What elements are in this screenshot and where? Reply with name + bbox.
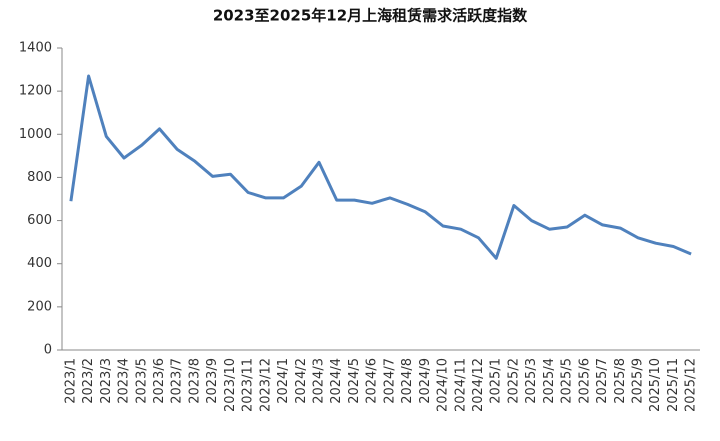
x-tick-label: 2023/1 <box>63 358 78 404</box>
y-tick-label: 800 <box>27 170 52 185</box>
y-tick-label: 0 <box>44 343 52 358</box>
x-tick-label: 2024/11 <box>453 358 468 412</box>
x-tick-label: 2025/10 <box>648 358 663 412</box>
y-tick-label: 1000 <box>19 127 52 142</box>
x-tick-label: 2024/2 <box>294 358 309 404</box>
y-tick-label: 200 <box>27 299 52 314</box>
x-tick-label: 2023/5 <box>134 358 149 404</box>
x-tick-label: 2023/10 <box>223 358 238 412</box>
x-tick-label: 2023/4 <box>117 358 132 404</box>
x-tick-label: 2023/6 <box>152 358 167 404</box>
line-series <box>69 74 692 260</box>
x-tick-label: 2023/2 <box>81 358 96 404</box>
y-tick-label: 600 <box>27 213 52 228</box>
chart-title: 2023至2025年12月上海租赁需求活跃度指数 <box>213 7 528 25</box>
x-tick-label: 2023/8 <box>187 358 202 404</box>
x-tick-label: 2024/7 <box>382 358 397 404</box>
x-tick-label: 2025/11 <box>666 358 681 412</box>
y-tick-label: 1200 <box>19 84 52 99</box>
x-tick-label: 2025/12 <box>684 358 699 412</box>
x-tick-label: 2023/11 <box>241 358 256 412</box>
x-tick-label: 2023/7 <box>170 358 185 404</box>
x-tick-label: 2024/5 <box>347 358 362 404</box>
x-tick-label: 2024/8 <box>400 358 415 404</box>
x-tick-label: 2025/2 <box>506 358 521 404</box>
x-tick-label: 2025/7 <box>595 358 610 404</box>
x-tick-label: 2023/9 <box>205 358 220 404</box>
x-tick-label: 2025/9 <box>630 358 645 404</box>
x-tick-label: 2023/3 <box>99 358 114 404</box>
x-tick-label: 2024/9 <box>418 358 433 404</box>
x-tick-label: 2023/12 <box>258 358 273 412</box>
y-tick-label: 400 <box>27 256 52 271</box>
x-tick-label: 2024/10 <box>436 358 451 412</box>
x-tick-label: 2024/12 <box>471 358 486 412</box>
x-tick-label: 2025/8 <box>613 358 628 404</box>
x-tick-label: 2024/3 <box>311 358 326 404</box>
x-tick-label: 2025/5 <box>560 358 575 404</box>
x-tick-label: 2024/1 <box>276 358 291 404</box>
x-tick-label: 2025/6 <box>577 358 592 404</box>
x-tick-label: 2024/6 <box>365 358 380 404</box>
x-tick-label: 2025/1 <box>489 358 504 404</box>
x-tick-label: 2024/4 <box>329 358 344 404</box>
x-tick-label: 2025/4 <box>542 358 557 404</box>
x-tick-label: 2025/3 <box>524 358 539 404</box>
y-tick-label: 1400 <box>19 41 52 56</box>
